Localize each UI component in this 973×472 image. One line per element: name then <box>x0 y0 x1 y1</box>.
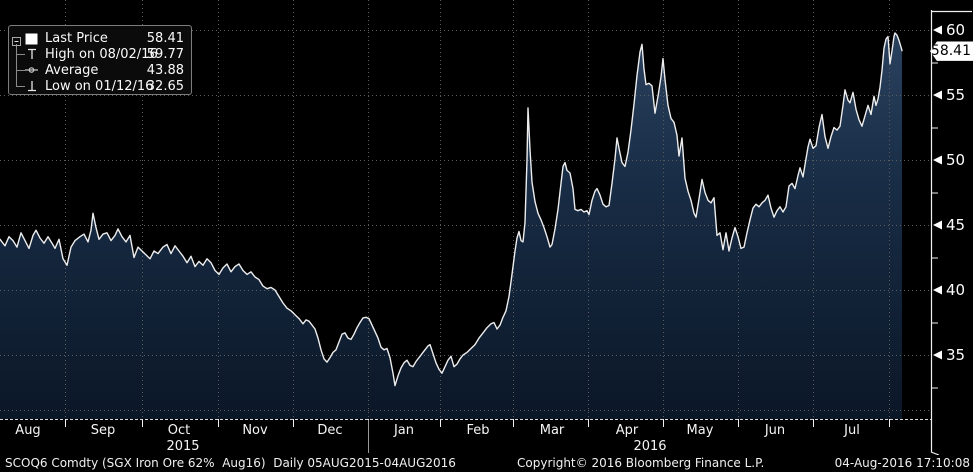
legend-tree-branch <box>17 86 25 87</box>
year-label-2015: 2015 <box>166 439 200 454</box>
price-area-fill <box>0 33 902 419</box>
legend-value: 59.77 <box>146 47 184 62</box>
legend-row-last-price: Last Price 58.41 <box>9 31 191 47</box>
y-tick-arrow <box>933 25 942 35</box>
legend-label: Low on 01/12/16 <box>45 79 154 94</box>
legend-tree-branch <box>17 54 25 55</box>
y-axis-label-60: 60 <box>946 21 966 39</box>
month-label-mar: Mar <box>539 423 565 438</box>
month-label-apr: Apr <box>615 423 639 438</box>
y-axis-label-55: 55 <box>946 86 966 104</box>
month-label-jul: Jul <box>844 423 860 438</box>
legend-expander-icon[interactable] <box>12 35 21 50</box>
legend-row-low: Low on 01/12/16 32.65 <box>9 79 191 95</box>
month-label-may: May <box>686 423 714 438</box>
month-label-dec: Dec <box>317 423 343 438</box>
status-bar: SCOQ6 Comdty (SGX Iron Ore 62% Aug16) Da… <box>0 455 973 472</box>
y-tick-arrow <box>933 285 942 295</box>
last-price-flag-value: 58.41 <box>930 43 971 60</box>
legend-label: Average <box>45 63 99 78</box>
month-label-jun: Jun <box>764 423 786 438</box>
month-label-sep: Sep <box>90 423 116 438</box>
y-tick-arrow <box>933 220 942 230</box>
y-axis-label-50: 50 <box>946 151 966 169</box>
copyright-notice: Copyright© 2016 Bloomberg Finance L.P. <box>517 456 765 470</box>
y-tick-arrow <box>933 155 942 165</box>
high-marker-icon <box>26 48 38 64</box>
y-axis-label-35: 35 <box>946 346 966 364</box>
y-axis-label-45: 45 <box>946 216 966 234</box>
series-swatch-icon <box>25 33 38 49</box>
legend-tree-line <box>16 44 17 87</box>
legend-box: Last Price 58.41 High on 08/02/16 59.77 … <box>8 25 192 95</box>
legend-row-average: Average 43.88 <box>9 63 191 79</box>
y-tick-arrow <box>933 350 942 360</box>
price-chart-canvas[interactable] <box>0 0 973 455</box>
legend-value: 32.65 <box>146 79 184 94</box>
security-description: SCOQ6 Comdty (SGX Iron Ore 62% Aug16) Da… <box>5 456 456 470</box>
last-price-flag: 58.41 <box>930 41 973 61</box>
year-label-2016: 2016 <box>633 439 667 454</box>
average-marker-icon <box>25 64 38 80</box>
legend-label: High on 08/02/16 <box>45 47 158 62</box>
month-label-jan: Jan <box>393 423 415 438</box>
y-tick-arrow <box>933 90 942 100</box>
legend-tree-branch <box>17 70 25 71</box>
legend-value: 43.88 <box>146 63 184 78</box>
y-axis-label-40: 40 <box>946 281 966 299</box>
y-axis-bottom-hook <box>930 451 940 455</box>
legend-value: 58.41 <box>146 31 184 46</box>
legend-label: Last Price <box>45 31 108 46</box>
legend-row-high: High on 08/02/16 59.77 <box>9 47 191 63</box>
month-label-nov: Nov <box>242 423 268 438</box>
low-marker-icon <box>26 80 38 96</box>
month-label-oct: Oct <box>167 423 191 438</box>
month-label-feb: Feb <box>466 423 490 438</box>
timestamp: 04-Aug-2016 17:10:08 <box>834 456 970 470</box>
price-line <box>0 32 903 387</box>
month-label-aug: Aug <box>15 423 41 438</box>
